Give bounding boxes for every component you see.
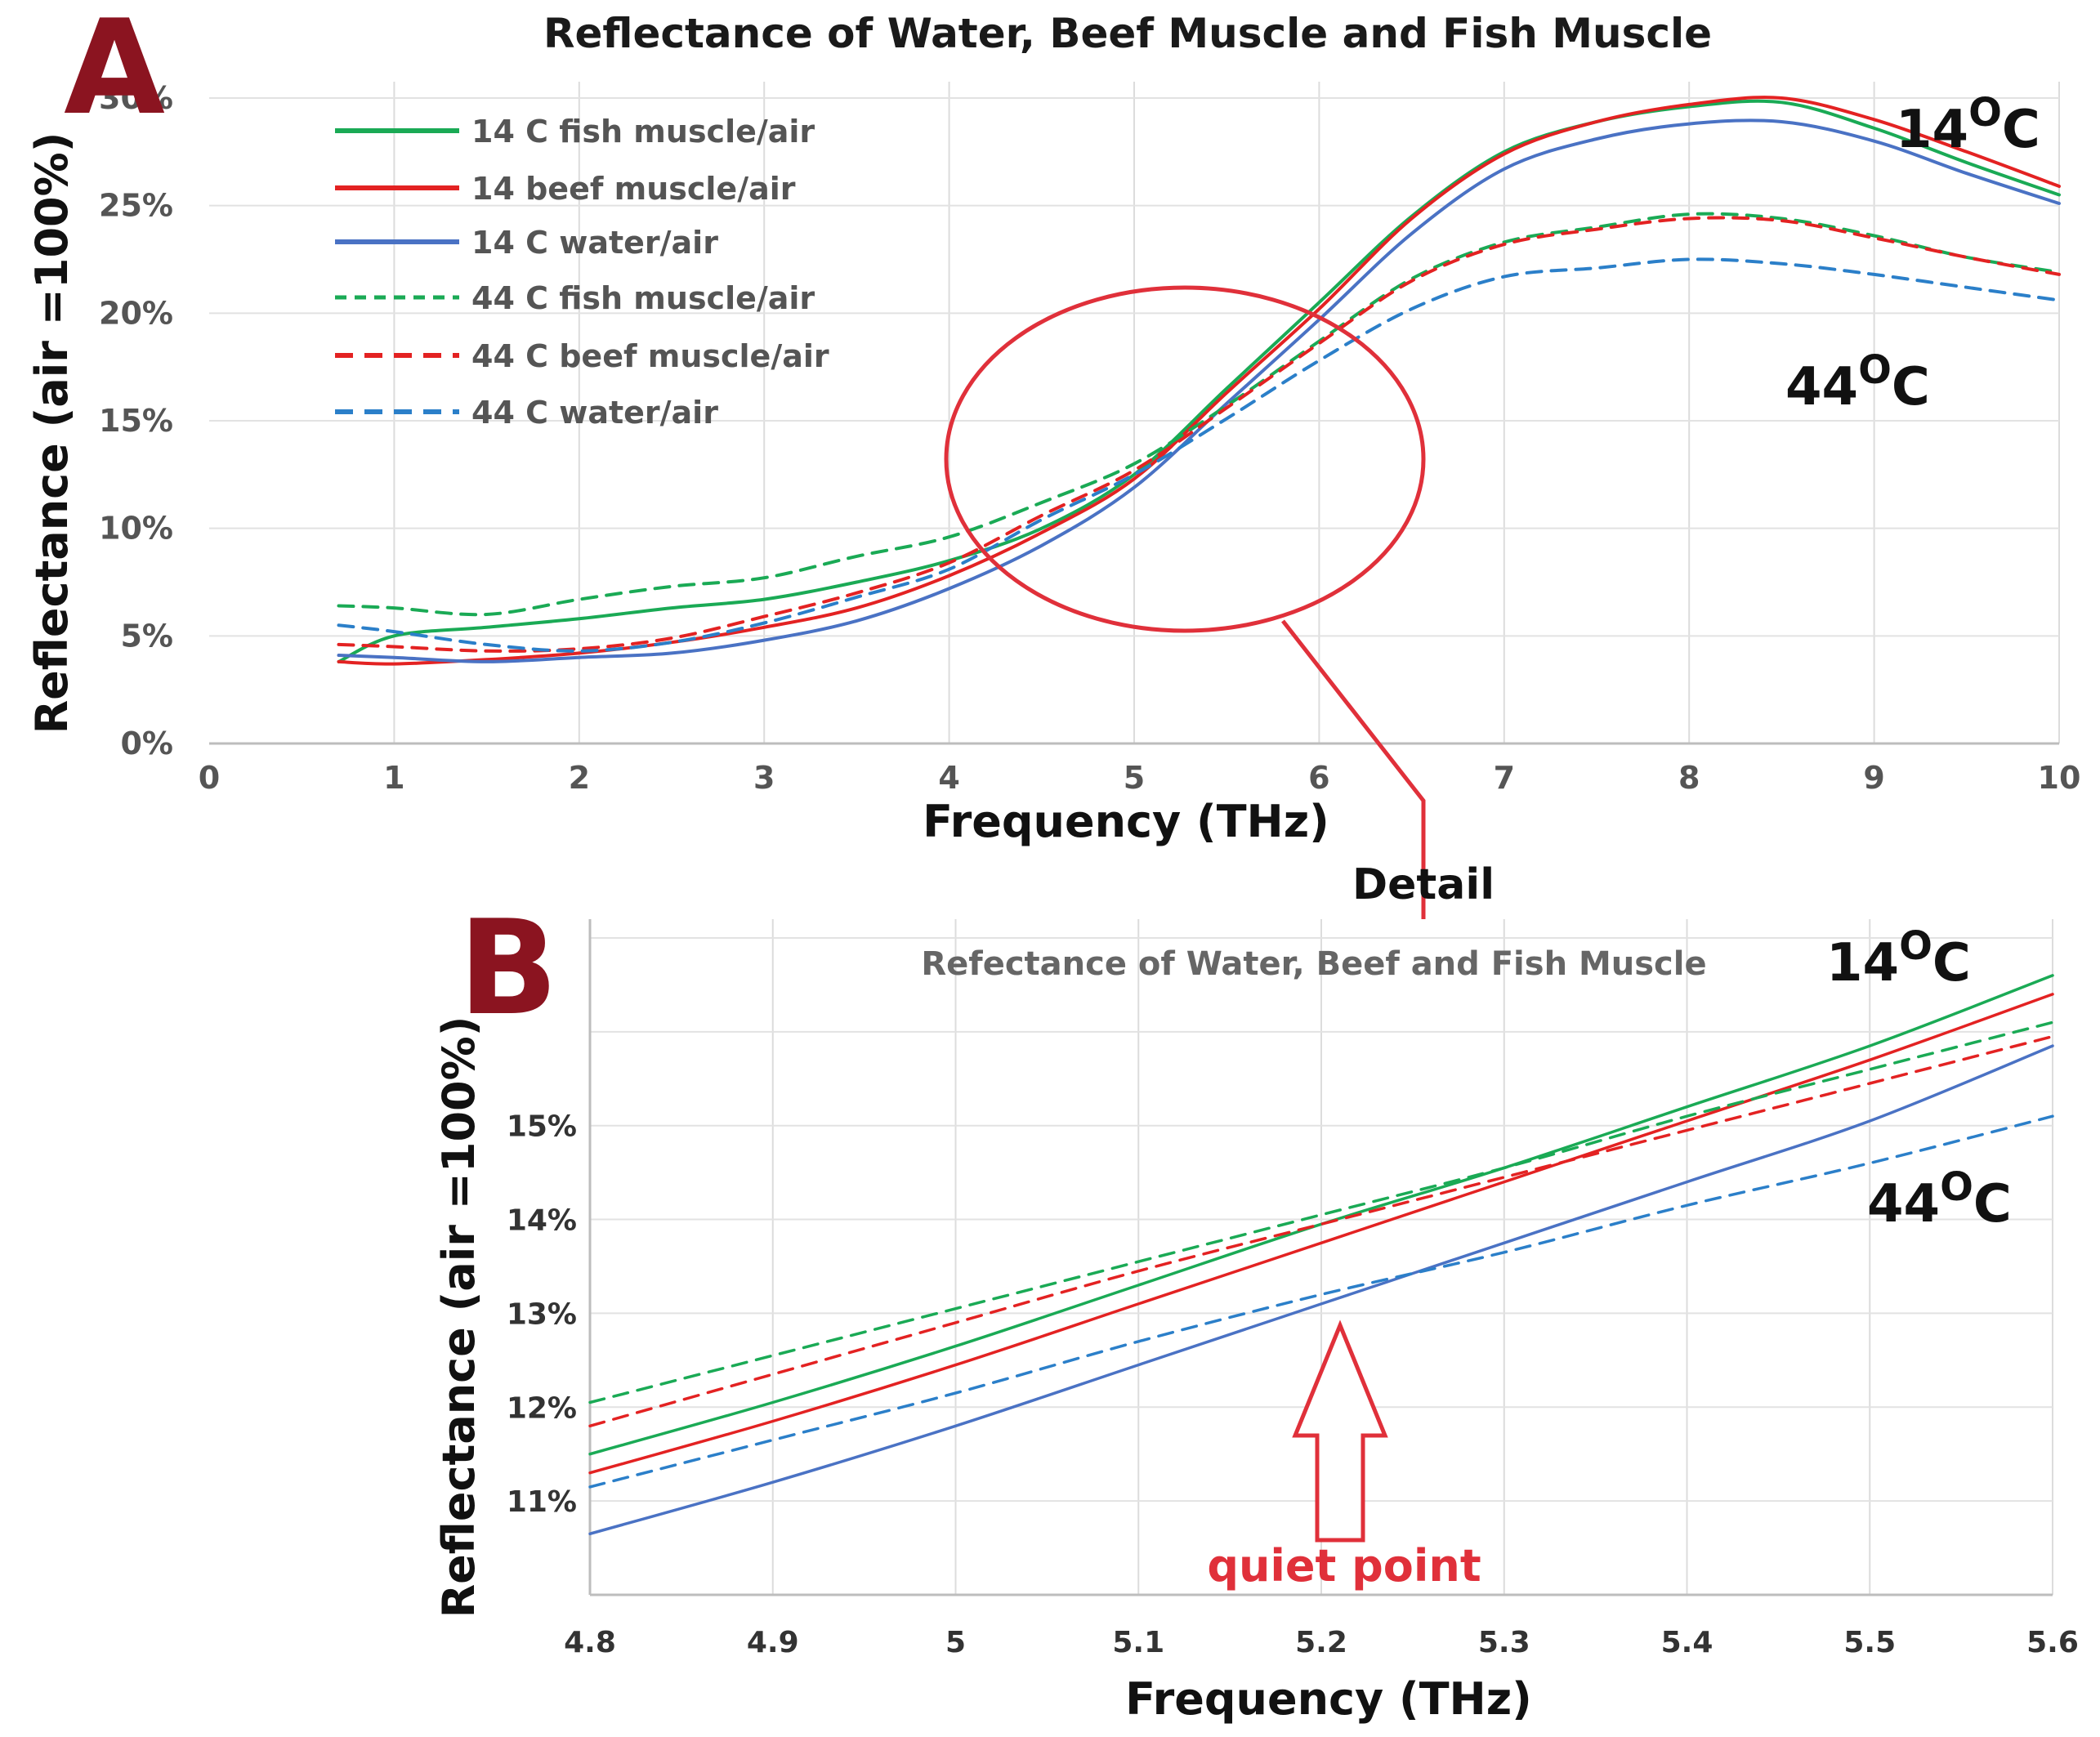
panel-a-y-label: Reflectance (air =100%) [26, 132, 78, 735]
panel-a-x-label: Frequency (THz) [923, 796, 1329, 847]
series-line-44-c-beef-muscle-air [588, 1034, 2054, 1428]
panel-b-y-label: Reflectance (air =100%) [433, 1016, 485, 1619]
series-line-14-c-fish-muscle-air [337, 99, 2061, 663]
x-tick-label: 1 [383, 760, 404, 796]
y-tick-label: 10% [99, 511, 173, 547]
series-line-44-c-fish-muscle-air [337, 212, 2061, 617]
legend-item-44c-fish: 44 C fish muscle/air [335, 280, 815, 316]
y-tick-label: 5% [120, 618, 173, 654]
legend-label: 44 C fish muscle/air [471, 280, 815, 316]
x-tick-label: 9 [1863, 760, 1884, 796]
degree-sign: O [1858, 347, 1892, 393]
series-line-44-c-beef-muscle-air [337, 216, 2061, 653]
legend-label: 14 beef muscle/air [471, 171, 796, 207]
x-tick-label: 5.4 [1661, 1626, 1714, 1659]
series-line-44-c-water-air [588, 1114, 2054, 1489]
detail-connector [1281, 619, 1426, 919]
celsius-sign: C [2002, 100, 2040, 160]
y-tick-label: 15% [99, 403, 173, 439]
x-tick-label: 5.5 [1843, 1626, 1896, 1659]
temp-value: 14 [1896, 100, 1968, 160]
series-line-44-c-water-air [337, 257, 2061, 653]
panel-a: 0 1 2 3 4 5 6 7 8 9 10 0% 5% 10% 15% 20% 25% 30% Reflect… [26, 0, 2080, 919]
x-tick-label: 0 [199, 760, 220, 796]
panel-b-letter: B [458, 891, 558, 1044]
x-tick-label: 2 [569, 760, 590, 796]
panel-b: 4.8 4.9 5 5.1 5.2 5.3 5.4 5.5 5.6 11% 12% 13% 14% 15… [433, 891, 2079, 1725]
degree-sign: O [1940, 1164, 1973, 1210]
legend-item-14c-fish: 14 C fish muscle/air [335, 114, 815, 150]
x-tick-label: 5.2 [1295, 1626, 1347, 1659]
x-tick-label: 8 [1678, 760, 1700, 796]
x-tick-label: 5 [1124, 760, 1145, 796]
temp-value: 14 [1826, 933, 1899, 994]
temp-value: 44 [1867, 1174, 1940, 1235]
x-tick-label: 4 [938, 760, 959, 796]
panel-a-y-ticks: 0% 5% 10% 15% 20% 25% 30% [99, 80, 173, 761]
celsius-sign: C [1973, 1174, 2012, 1235]
y-tick-label: 12% [507, 1391, 577, 1425]
panel-b-title: Refectance of Water, Beef and Fish Muscl… [921, 945, 1706, 983]
series-line-44-c-fish-muscle-air [588, 1020, 2054, 1404]
y-tick-label: 14% [507, 1204, 577, 1238]
quiet-point-label: quiet point [1207, 1540, 1481, 1592]
temp-value: 44 [1785, 357, 1858, 418]
legend-item-44c-water: 44 C water/air [335, 395, 718, 431]
panel-b-label-14c: 14OC [1826, 923, 1971, 994]
degree-sign: O [1899, 923, 1932, 969]
y-tick-label: 20% [99, 295, 173, 331]
y-tick-label: 11% [507, 1485, 577, 1519]
panel-a-legend: 14 C fish muscle/air 14 beef muscle/air … [335, 114, 829, 431]
x-tick-label: 5.1 [1112, 1626, 1164, 1659]
y-tick-label: 15% [507, 1110, 577, 1144]
detail-ellipse [944, 285, 1426, 633]
celsius-sign: C [1932, 933, 1971, 994]
x-tick-label: 4.9 [747, 1626, 799, 1659]
legend-label: 14 C fish muscle/air [471, 114, 815, 150]
panel-a-title: Reflectance of Water, Beef Muscle and Fi… [543, 10, 1712, 57]
x-tick-label: 5 [945, 1626, 966, 1659]
celsius-sign: C [1892, 357, 1930, 418]
panel-a-label-44c: 44OC [1785, 347, 1930, 418]
y-tick-label: 13% [507, 1297, 577, 1331]
legend-item-44c-beef: 44 C beef muscle/air [335, 338, 829, 374]
x-tick-label: 4.8 [564, 1626, 616, 1659]
legend-label: 14 C water/air [471, 225, 718, 261]
panel-b-y-ticks: 11% 12% 13% 14% 15% [507, 1110, 577, 1519]
x-tick-label: 5.6 [2026, 1626, 2079, 1659]
x-tick-label: 7 [1494, 760, 1515, 796]
x-tick-label: 6 [1308, 760, 1329, 796]
detail-label: Detail [1352, 860, 1495, 909]
series-line-14-beef-muscle-air [588, 993, 2054, 1475]
legend-label: 44 C beef muscle/air [471, 338, 829, 374]
panel-b-series [588, 974, 2054, 1536]
x-tick-label: 10 [2038, 760, 2081, 796]
panel-b-x-label: Frequency (THz) [1125, 1673, 1532, 1725]
panel-a-series [337, 96, 2061, 666]
panel-a-x-ticks: 0 1 2 3 4 5 6 7 8 9 10 [199, 760, 2081, 796]
panel-b-x-ticks: 4.8 4.9 5 5.1 5.2 5.3 5.4 5.5 5.6 [564, 1626, 2079, 1659]
y-tick-label: 30% [99, 80, 173, 116]
legend-item-14c-water: 14 C water/air [335, 225, 718, 261]
x-tick-label: 3 [753, 760, 775, 796]
x-tick-label: 5.3 [1478, 1626, 1530, 1659]
series-line-14-c-water-air [337, 118, 2061, 663]
panel-a-letter: A [64, 0, 165, 144]
series-line-14-c-water-air [588, 1044, 2054, 1536]
panel-a-grid [209, 82, 2060, 743]
y-tick-label: 25% [99, 188, 173, 224]
quiet-point-arrow [1292, 1319, 1388, 1543]
legend-label: 44 C water/air [471, 395, 718, 431]
legend-item-14-beef: 14 beef muscle/air [335, 171, 796, 207]
panel-a-label-14c: 14OC [1896, 90, 2040, 160]
y-tick-label: 0% [120, 726, 173, 761]
degree-sign: O [1968, 90, 2002, 136]
panel-b-label-44c: 44OC [1867, 1164, 2012, 1235]
